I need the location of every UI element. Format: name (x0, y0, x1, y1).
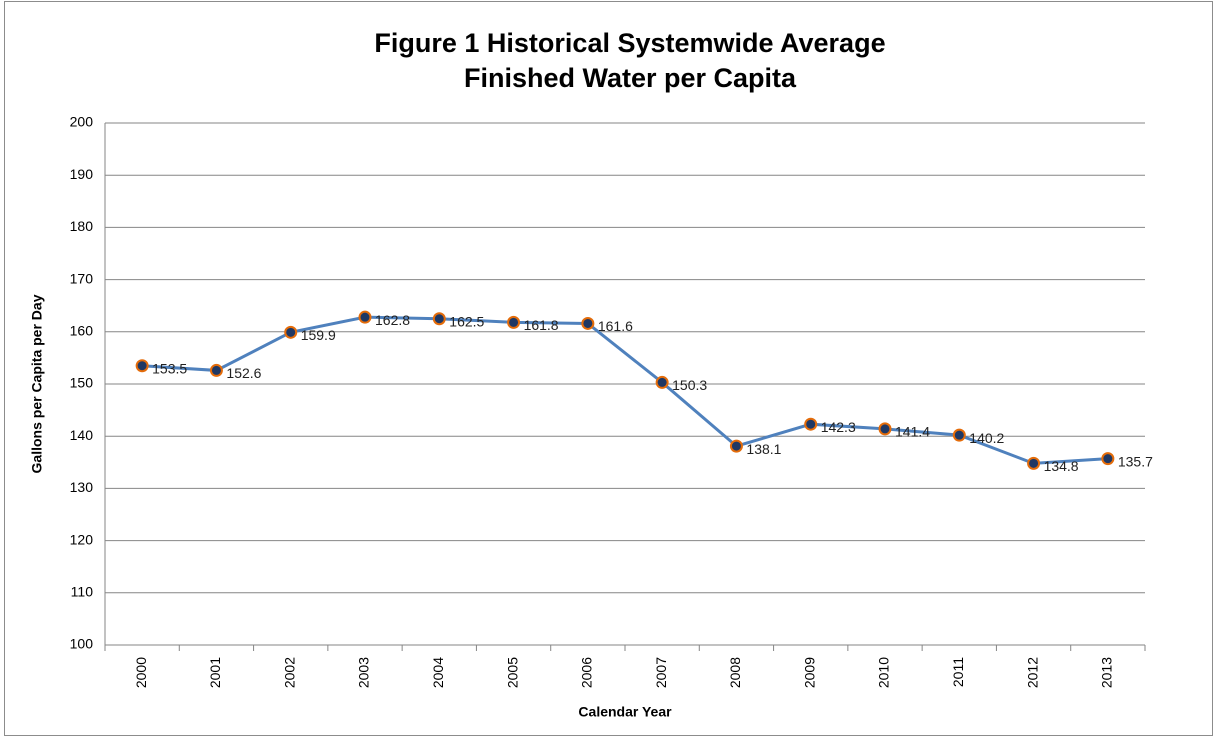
data-point (1101, 452, 1115, 466)
y-tick-label: 100 (70, 636, 94, 652)
data-label: 162.5 (449, 313, 484, 329)
y-tick-label: 180 (70, 218, 94, 234)
data-label: 159.9 (301, 327, 336, 343)
data-point (878, 422, 892, 436)
y-tick-label: 130 (70, 479, 94, 495)
data-label: 162.8 (375, 312, 410, 328)
x-tick-label: 2012 (1024, 657, 1040, 688)
data-label: 134.8 (1044, 458, 1079, 474)
x-tick-label: 2009 (801, 657, 817, 688)
series-line (142, 315, 1108, 465)
data-label: 153.5 (152, 360, 187, 376)
x-tick-label: 2011 (950, 657, 966, 687)
data-label: 138.1 (746, 441, 781, 457)
data-label: 135.7 (1118, 453, 1153, 469)
data-label: 161.6 (598, 318, 633, 334)
x-tick-label: 2007 (653, 657, 669, 688)
data-point (135, 359, 149, 373)
data-label: 141.4 (895, 424, 930, 440)
data-point (432, 312, 446, 326)
data-point (804, 417, 818, 431)
data-point (952, 428, 966, 442)
data-label: 140.2 (969, 430, 1004, 446)
y-tick-label: 160 (70, 323, 94, 339)
y-tick-label: 110 (71, 584, 94, 600)
y-tick-label: 120 (70, 531, 94, 547)
data-label: 150.3 (672, 377, 707, 393)
chart-title: Figure 1 Historical Systemwide Average (374, 28, 885, 58)
y-tick-label: 170 (70, 270, 94, 286)
x-tick-label: 2001 (207, 657, 223, 688)
x-tick-label: 2008 (727, 657, 743, 688)
data-point (655, 375, 669, 389)
x-tick-label: 2000 (133, 657, 149, 688)
data-label: 142.3 (821, 419, 856, 435)
data-point (729, 439, 743, 453)
chart-title: Finished Water per Capita (464, 63, 797, 93)
x-axis-title: Calendar Year (578, 704, 672, 720)
x-tick-label: 2002 (281, 657, 297, 688)
data-point (209, 363, 223, 377)
y-tick-label: 190 (70, 166, 94, 182)
data-point (1027, 456, 1041, 470)
x-tick-label: 2013 (1099, 657, 1115, 688)
data-point (358, 310, 372, 324)
x-tick-label: 2005 (504, 657, 520, 688)
y-tick-label: 150 (70, 375, 94, 391)
data-label: 161.8 (524, 317, 559, 333)
x-tick-label: 2006 (579, 657, 595, 688)
data-point (507, 315, 521, 329)
data-point (581, 316, 595, 330)
y-tick-label: 140 (70, 427, 94, 443)
y-axis-title: Gallons per Capita per Day (29, 294, 45, 473)
data-label: 152.6 (226, 365, 261, 381)
data-point (284, 325, 298, 339)
x-tick-label: 2004 (430, 657, 446, 688)
y-tick-label: 200 (70, 114, 94, 130)
x-tick-label: 2010 (876, 657, 892, 688)
x-tick-label: 2003 (356, 657, 372, 688)
